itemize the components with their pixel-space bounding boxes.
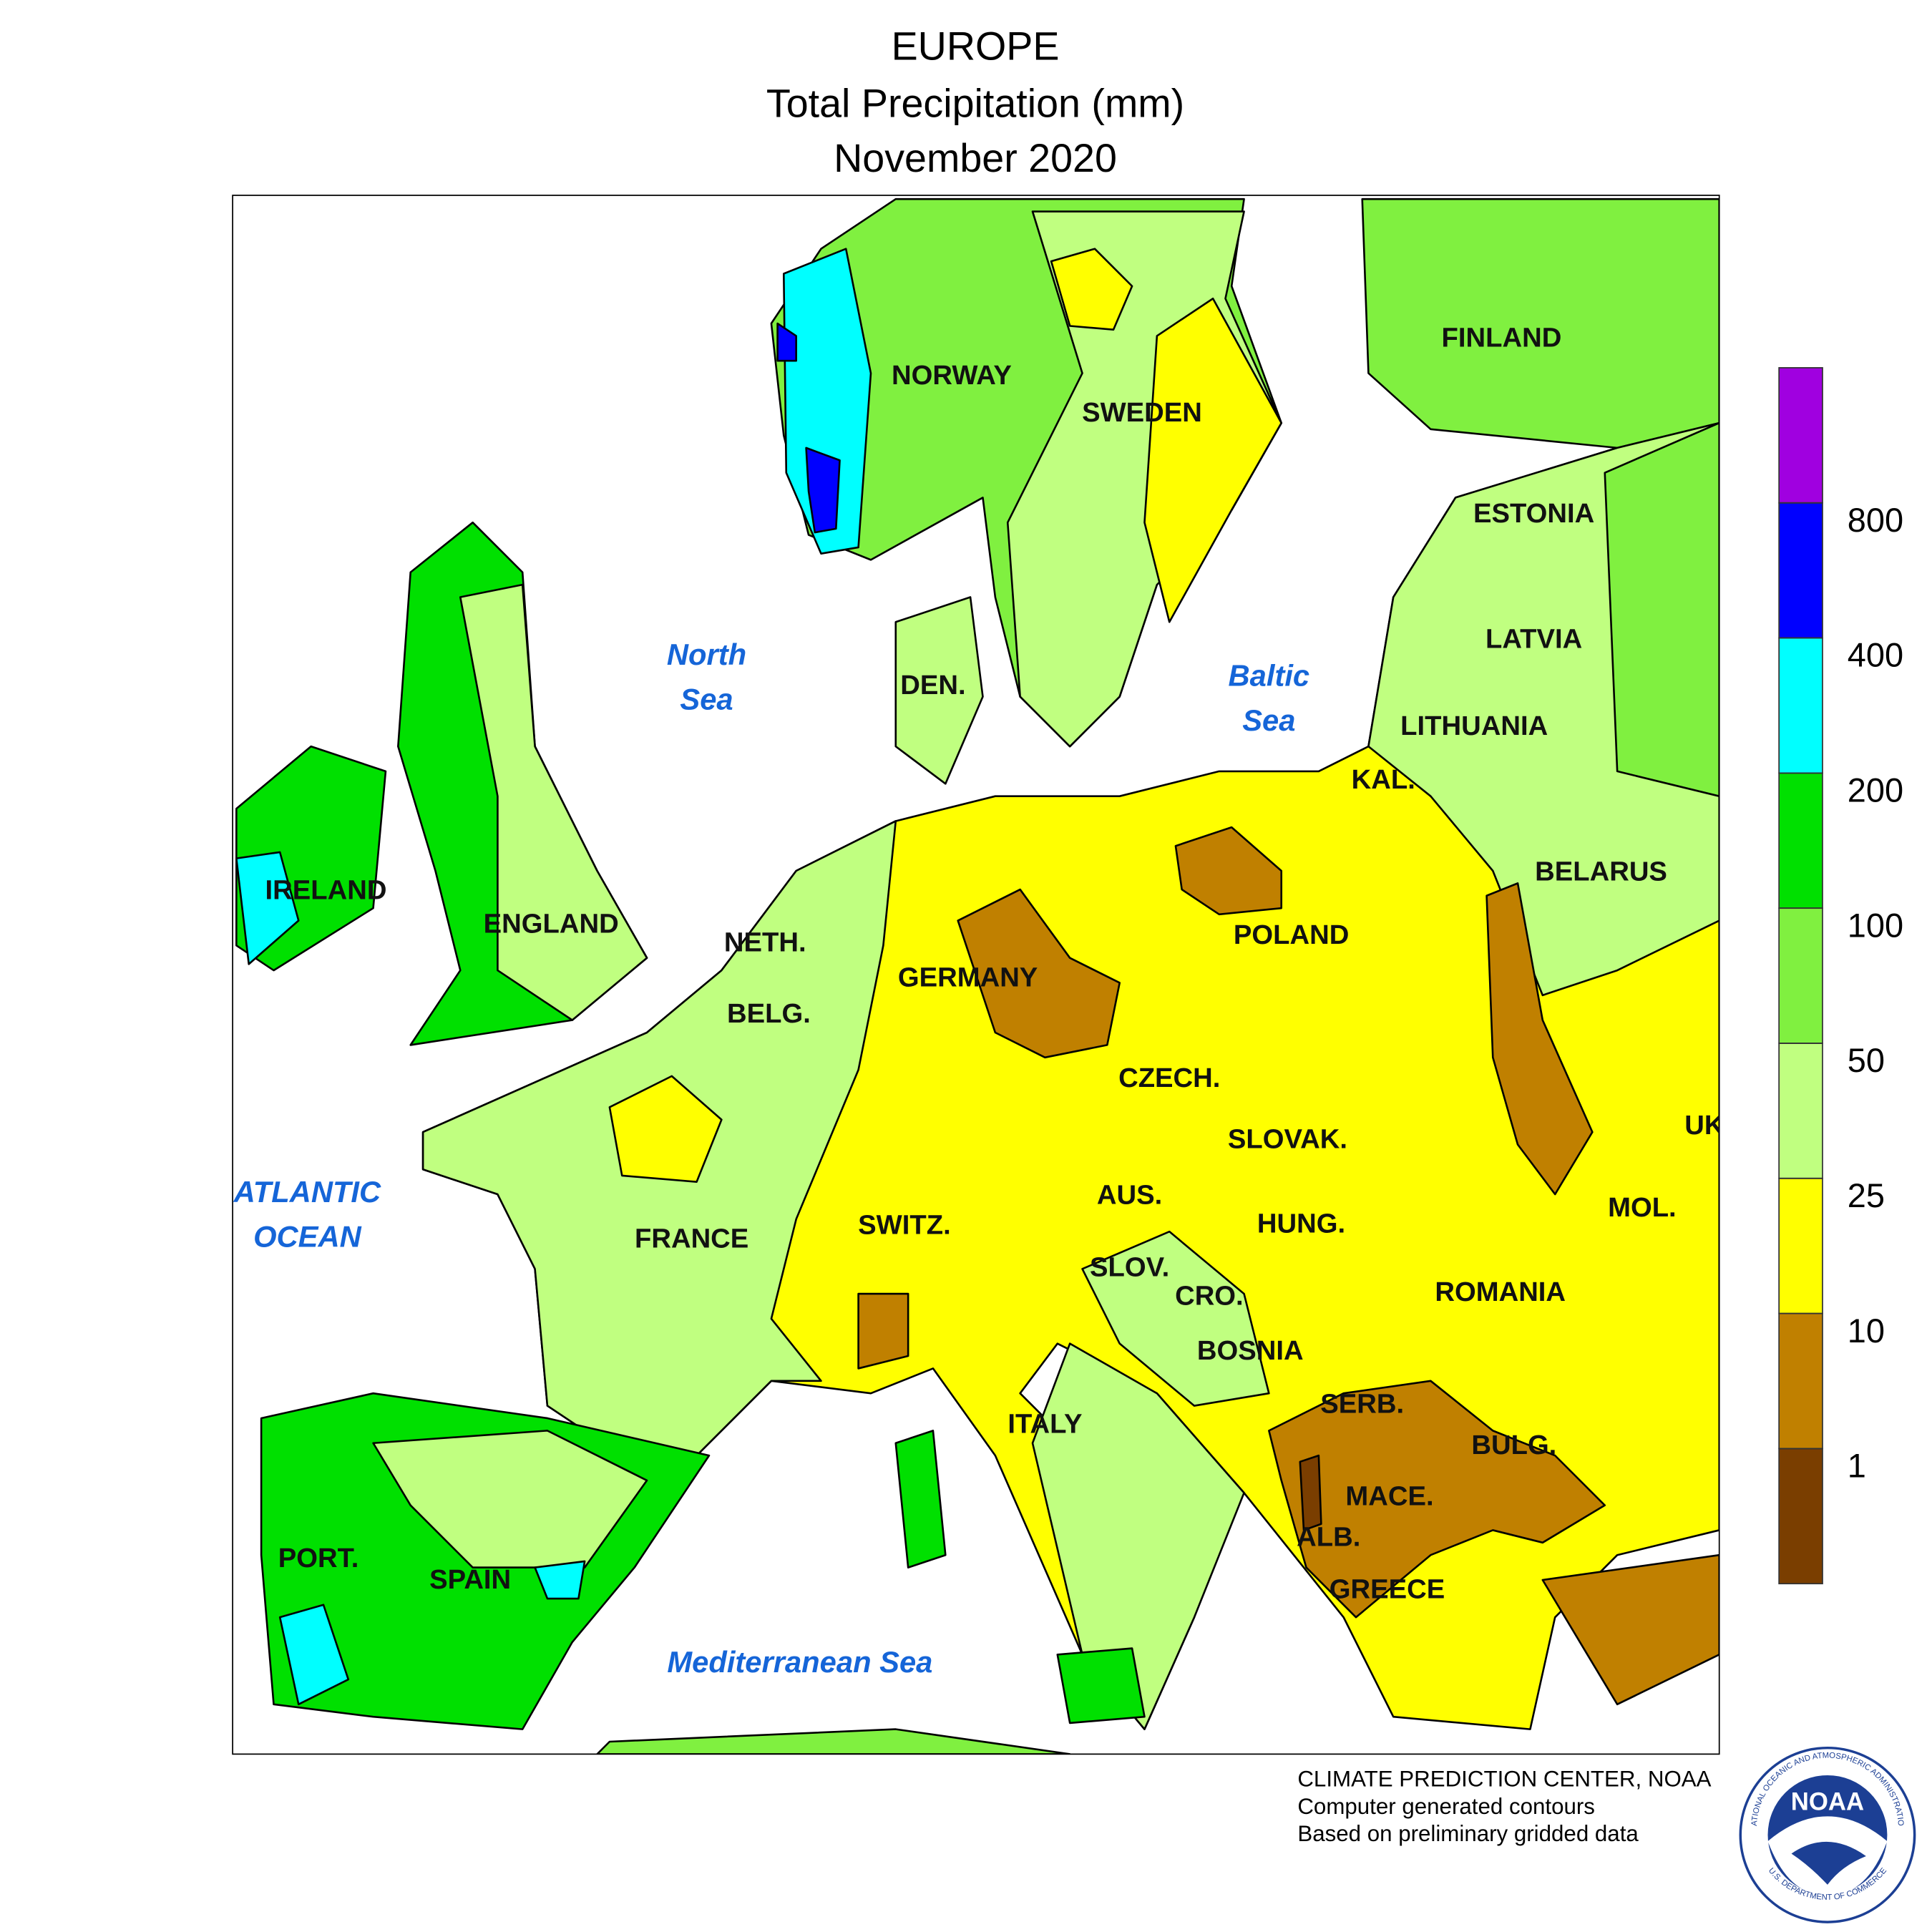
country-label: DEN. <box>900 670 965 701</box>
land <box>1056 1647 1146 1724</box>
land <box>894 1430 947 1568</box>
country-label: NETH. <box>724 927 806 958</box>
precip-zone <box>278 1604 350 1706</box>
legend-swatch <box>1778 1043 1823 1179</box>
precip-zone <box>957 888 1121 1059</box>
precip-zone <box>776 322 797 362</box>
sea-label: ATLANTIC <box>233 1175 381 1209</box>
country-label: HUNG. <box>1257 1209 1345 1239</box>
legend-label: 10 <box>1848 1312 1885 1350</box>
country-label: ROMANIA <box>1435 1277 1566 1307</box>
labels: FINLAND NORWAY SWEDEN ESTONIA LATVIA LITHUANI… <box>265 323 1724 1605</box>
country-label: UK <box>1684 1110 1724 1141</box>
precip-zone <box>372 1430 648 1568</box>
precip-zone <box>857 1292 909 1370</box>
credit: Computer generated contours <box>1297 1794 1595 1819</box>
sea-label: North <box>667 638 746 671</box>
sea-label: Mediterranean Sea <box>667 1645 932 1679</box>
precip-zone <box>1050 248 1133 331</box>
country-label: CZECH. <box>1118 1063 1220 1093</box>
legend-swatch <box>1778 1312 1823 1450</box>
credit: Based on preliminary gridded data <box>1297 1821 1639 1846</box>
country-label: BELG. <box>727 998 811 1029</box>
precip-zone <box>1485 882 1594 1196</box>
precip-zone <box>1268 1380 1606 1619</box>
country-label: SWEDEN <box>1082 397 1202 428</box>
country-label: MOL. <box>1608 1192 1677 1223</box>
country-label: SLOVAK. <box>1228 1123 1347 1154</box>
credit: CLIMATE PREDICTION CENTER, NOAA <box>1297 1767 1711 1792</box>
legend-label: 800 <box>1848 502 1903 539</box>
precip-zone <box>1143 297 1283 623</box>
country-label: ESTONIA <box>1473 498 1594 529</box>
title: November 2020 <box>834 136 1117 180</box>
legend: 1 10 25 50 100 200 400 800 <box>1778 367 1903 1585</box>
precip-zone <box>235 851 300 965</box>
legend-swatch <box>1778 502 1823 639</box>
country-label: KAL. <box>1352 764 1415 795</box>
country-label: FRANCE <box>635 1223 748 1254</box>
legend-swatch <box>1778 637 1823 774</box>
precip-zone <box>1031 1342 1245 1730</box>
country-label: SLOV. <box>1090 1252 1169 1282</box>
legend-label: 100 <box>1848 907 1903 944</box>
country-label: GERMANY <box>898 962 1038 992</box>
map <box>235 197 1719 1755</box>
precip-zone <box>608 1075 723 1183</box>
country-label: AUS. <box>1097 1180 1162 1211</box>
precip-zone <box>459 583 648 1021</box>
country-label: POLAND <box>1234 919 1349 950</box>
precip-zone <box>1604 421 1719 797</box>
precip-zone <box>534 1560 586 1600</box>
title: Total Precipitation (mm) <box>766 81 1184 125</box>
legend-label: 50 <box>1848 1042 1885 1079</box>
sea-label: OCEAN <box>253 1220 362 1254</box>
country-label: SWITZ. <box>858 1209 951 1240</box>
legend-label: 25 <box>1848 1177 1885 1214</box>
sea-label: Sea <box>1242 703 1295 737</box>
legend-label: 1 <box>1848 1448 1866 1485</box>
country-label: BOSNIA <box>1197 1335 1304 1366</box>
country-label: BELARUS <box>1535 857 1667 887</box>
land <box>894 596 984 785</box>
country-label: ALB. <box>1297 1522 1360 1553</box>
precip-zone <box>1174 826 1283 916</box>
country-label: SPAIN <box>429 1564 511 1595</box>
legend-swatch <box>1778 772 1823 909</box>
legend-label: 200 <box>1848 772 1903 809</box>
country-label: SERB. <box>1320 1389 1404 1420</box>
country-label: GREECE <box>1330 1574 1445 1605</box>
sea-label: Sea <box>680 683 733 716</box>
country-label: LITHUANIA <box>1400 711 1548 741</box>
legend-label: 400 <box>1848 637 1903 674</box>
sea-label: Baltic <box>1229 659 1310 693</box>
map-frame <box>232 195 1720 1755</box>
legend-swatch <box>1778 907 1823 1044</box>
logo-text: NOAA <box>1791 1789 1864 1816</box>
country-label: IRELAND <box>265 875 387 906</box>
country-label: ITALY <box>1008 1408 1082 1439</box>
country-label: PORT. <box>278 1543 359 1574</box>
country-label: FINLAND <box>1442 323 1562 353</box>
precip-zone <box>782 248 872 555</box>
precip-zone <box>1081 1230 1270 1407</box>
legend-swatch <box>1778 1448 1823 1585</box>
precip-zone <box>1299 1454 1322 1531</box>
legend-swatch <box>1778 367 1823 504</box>
country-label: NORWAY <box>892 360 1012 391</box>
precip-zone <box>805 447 841 534</box>
land <box>596 1728 1071 1755</box>
country-label: MACE. <box>1345 1480 1433 1511</box>
precip-zone <box>1541 1553 1719 1706</box>
country-label: ENGLAND <box>484 909 619 940</box>
title: EUROPE <box>892 24 1060 68</box>
country-label: LATVIA <box>1485 623 1582 654</box>
legend-swatch <box>1778 1177 1823 1314</box>
country-label: CRO. <box>1175 1280 1244 1311</box>
country-label: BULG. <box>1471 1430 1556 1460</box>
